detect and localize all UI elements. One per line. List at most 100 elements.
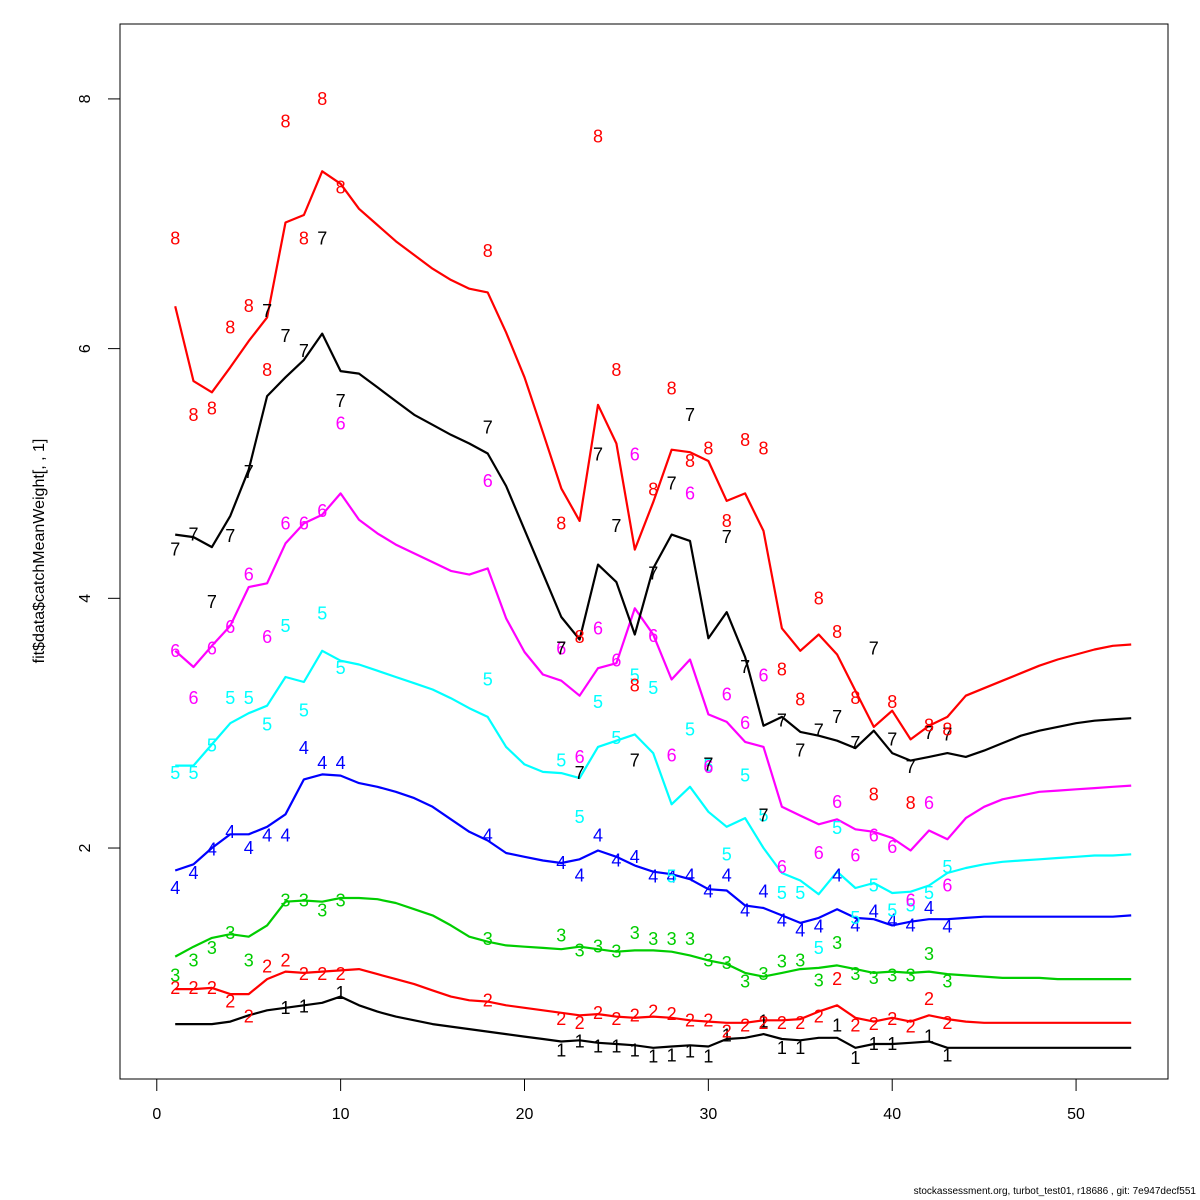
data-point-3: 3 [575, 940, 585, 960]
series-lines [174, 170, 1132, 1049]
data-point-5: 5 [575, 807, 585, 827]
data-point-7: 7 [722, 527, 732, 547]
data-point-6: 6 [575, 747, 585, 767]
data-point-8: 8 [685, 451, 695, 471]
data-point-6: 6 [336, 414, 346, 434]
data-point-3: 3 [685, 929, 695, 949]
series-line-4 [174, 773, 1132, 927]
data-point-8: 8 [740, 430, 750, 450]
data-point-6: 6 [299, 513, 309, 533]
data-point-7: 7 [280, 326, 290, 346]
data-point-7: 7 [850, 733, 860, 753]
data-point-4: 4 [795, 920, 805, 940]
series-line-6 [174, 492, 1132, 852]
plot-area-frame [119, 23, 1169, 1080]
data-point-7: 7 [170, 540, 180, 560]
data-point-8: 8 [207, 399, 217, 419]
data-point-2: 2 [170, 978, 180, 998]
y-tick-label: 4 [77, 594, 94, 603]
data-point-4: 4 [299, 738, 309, 758]
data-point-7: 7 [593, 445, 603, 465]
data-point-2: 2 [758, 1013, 768, 1033]
data-point-6: 6 [850, 846, 860, 866]
data-point-6: 6 [225, 617, 235, 637]
data-point-2: 2 [703, 1010, 713, 1030]
data-point-5: 5 [795, 883, 805, 903]
data-point-4: 4 [758, 882, 768, 902]
data-point-2: 2 [740, 1015, 750, 1035]
data-point-8: 8 [188, 405, 198, 425]
data-point-4: 4 [740, 900, 750, 920]
data-point-6: 6 [244, 565, 254, 585]
data-point-4: 4 [483, 826, 493, 846]
data-point-7: 7 [667, 474, 677, 494]
data-point-6: 6 [758, 666, 768, 686]
data-point-1: 1 [703, 1047, 713, 1067]
data-point-5: 5 [906, 896, 916, 916]
data-point-5: 5 [869, 876, 879, 896]
data-point-5: 5 [188, 763, 198, 783]
data-point-2: 2 [244, 1007, 254, 1027]
x-tick-label: 20 [516, 1106, 534, 1123]
data-point-2: 2 [225, 992, 235, 1012]
y-axis-label: fit$data$catchMeanWeight[, , 1] [31, 439, 48, 664]
data-point-1: 1 [280, 998, 290, 1018]
data-point-6: 6 [832, 792, 842, 812]
series-line-3 [174, 896, 1132, 981]
data-point-5: 5 [299, 701, 309, 721]
data-point-5: 5 [722, 844, 732, 864]
data-point-4: 4 [667, 867, 677, 887]
data-point-5: 5 [740, 766, 750, 786]
data-point-7: 7 [648, 563, 658, 583]
data-point-4: 4 [225, 822, 235, 842]
data-point-1: 1 [887, 1034, 897, 1054]
data-point-2: 2 [869, 1014, 879, 1034]
data-point-2: 2 [262, 957, 272, 977]
data-point-8: 8 [869, 784, 879, 804]
data-point-6: 6 [703, 757, 713, 777]
data-point-8: 8 [299, 229, 309, 249]
data-point-4: 4 [703, 882, 713, 902]
y-tick-label: 2 [77, 843, 94, 852]
data-point-4: 4 [170, 878, 180, 898]
data-point-4: 4 [832, 866, 842, 886]
data-point-3: 3 [225, 923, 235, 943]
data-point-8: 8 [336, 178, 346, 198]
data-point-5: 5 [170, 763, 180, 783]
data-point-4: 4 [942, 917, 952, 937]
data-point-2: 2 [483, 990, 493, 1010]
data-point-7: 7 [777, 711, 787, 731]
series-line-7 [175, 332, 1132, 762]
data-point-8: 8 [170, 229, 180, 249]
data-point-2: 2 [722, 1022, 732, 1042]
data-point-1: 1 [685, 1042, 695, 1062]
data-point-7: 7 [740, 657, 750, 677]
data-point-1: 1 [336, 983, 346, 1003]
data-point-6: 6 [942, 876, 952, 896]
data-point-1: 1 [722, 1025, 732, 1045]
data-point-1: 1 [777, 1038, 787, 1058]
data-point-8: 8 [575, 627, 585, 647]
data-point-3: 3 [850, 964, 860, 984]
data-point-7: 7 [630, 751, 640, 771]
data-point-3: 3 [244, 950, 254, 970]
data-point-4: 4 [722, 866, 732, 886]
data-point-5: 5 [777, 883, 787, 903]
data-point-8: 8 [924, 716, 934, 736]
data-point-3: 3 [869, 968, 879, 988]
series-line-8 [174, 170, 1132, 741]
data-point-3: 3 [795, 950, 805, 970]
data-point-3: 3 [703, 950, 713, 970]
data-point-4: 4 [777, 910, 787, 930]
data-point-2: 2 [887, 1009, 897, 1029]
data-point-2: 2 [575, 1013, 585, 1033]
data-point-5: 5 [887, 900, 897, 920]
data-point-2: 2 [207, 978, 217, 998]
data-point-7: 7 [262, 301, 272, 321]
data-point-1: 1 [942, 1045, 952, 1065]
data-point-3: 3 [556, 925, 566, 945]
data-point-7: 7 [685, 405, 695, 425]
data-point-5: 5 [225, 688, 235, 708]
data-point-6: 6 [556, 638, 566, 658]
